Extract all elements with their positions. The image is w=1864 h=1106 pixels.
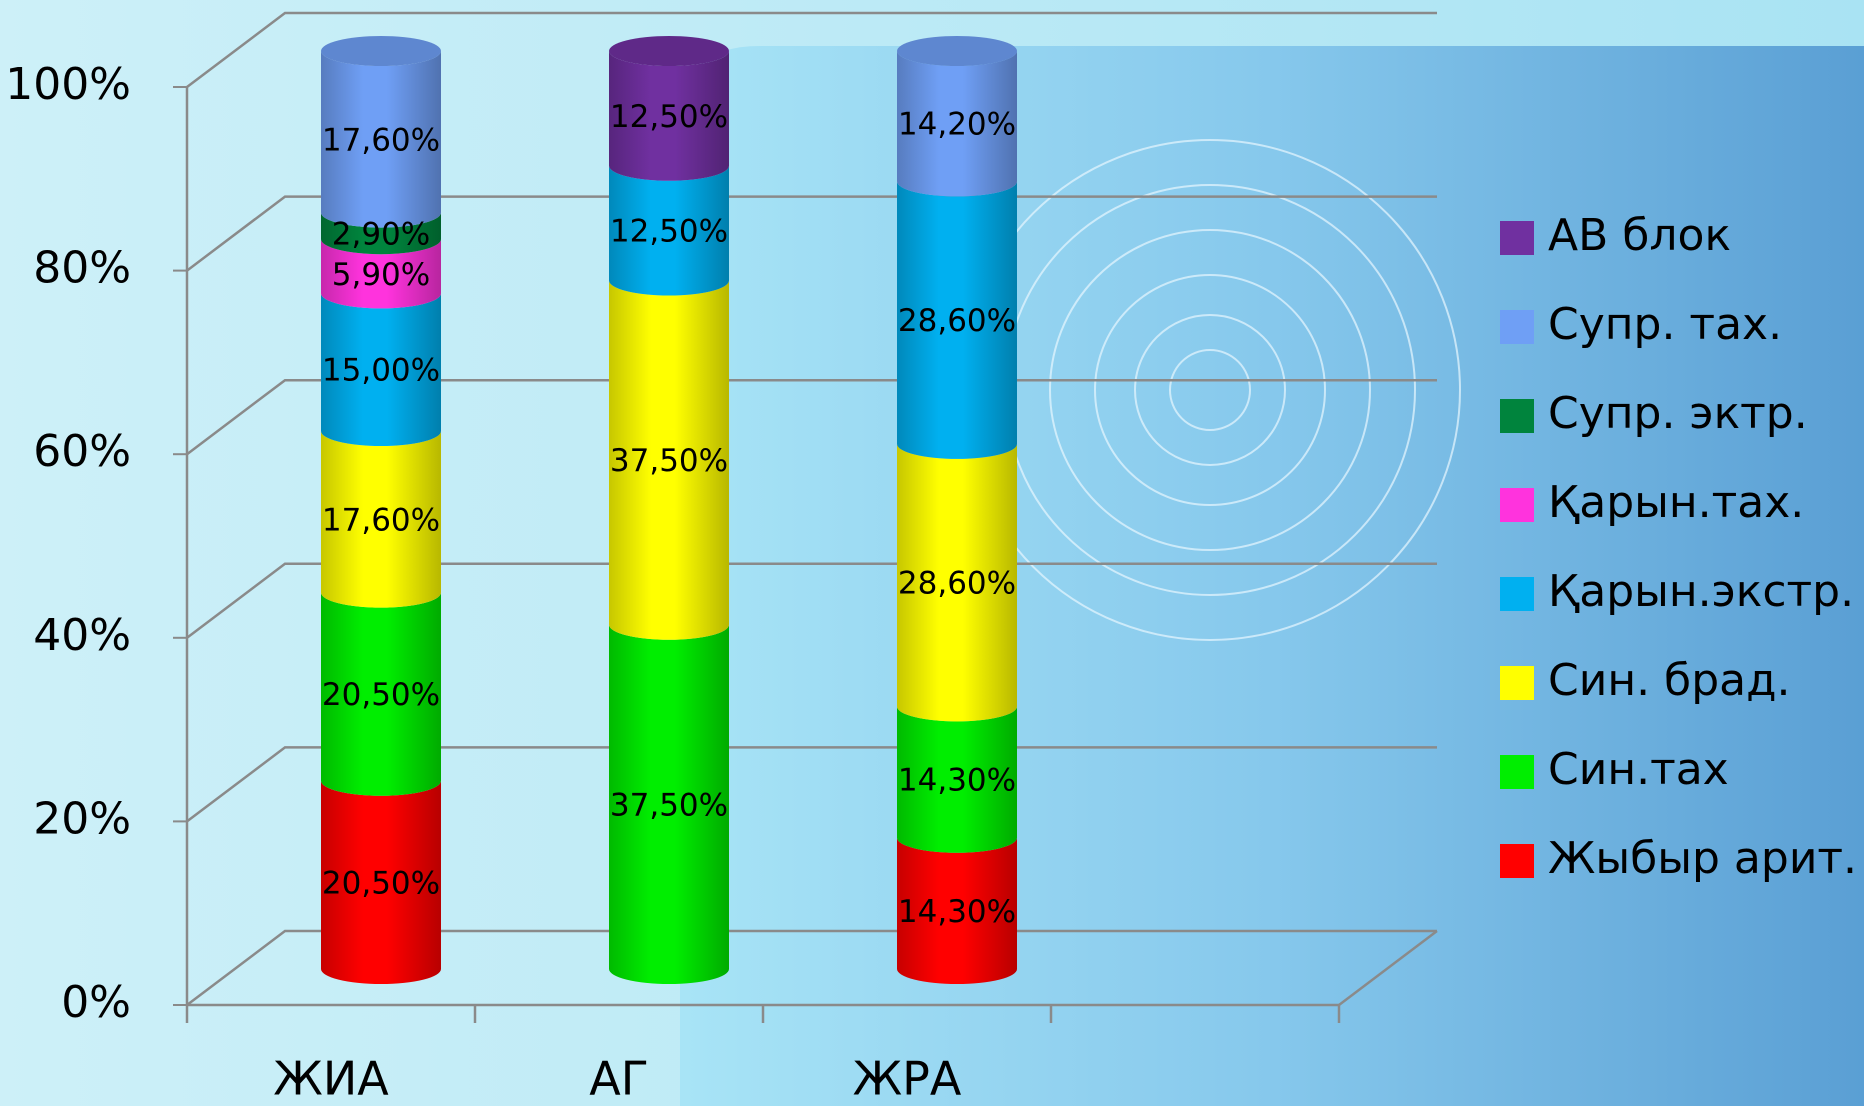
legend-label: Супр. эктр. [1548,388,1808,439]
value-label: 12,50% [610,214,728,250]
value-label: 20,50% [322,677,440,713]
legend-label: Жыбыр арит. [1548,833,1857,884]
cylinder-top [897,36,1017,66]
value-label: 28,60% [898,566,1016,602]
legend-swatch [1500,577,1534,611]
legend-swatch [1500,399,1534,433]
value-label: 15,00% [322,353,440,389]
legend-swatch [1500,221,1534,255]
legend-label: АВ блок [1548,210,1731,261]
cylinder-top [609,36,729,66]
legend-swatch [1500,488,1534,522]
legend-swatch [1500,666,1534,700]
y-tick-label: 100% [5,59,131,110]
legend-label: Син.тах [1548,744,1729,795]
cylinder-top [321,36,441,66]
legend-label: Син. брад. [1548,655,1791,706]
legend-label: Қарын.тах. [1548,477,1804,528]
y-tick-label: 0% [61,977,131,1028]
y-tick-label: 20% [33,793,131,844]
x-tick-label: ЖИА [273,1052,389,1106]
value-label: 5,90% [332,257,430,293]
value-label: 14,30% [898,894,1016,930]
chart: 0% 20% 40% 60% 80% 100% ЖИА 20,50% 20,50% 17,60% 1… [0,0,1864,1106]
value-label: 17,60% [322,122,440,158]
legend-label: Супр. тах. [1548,299,1782,350]
y-tick-label: 60% [33,426,131,477]
x-tick-label: ЖРА [853,1052,962,1106]
value-label: 17,60% [322,502,440,538]
legend-swatch [1500,844,1534,878]
legend-label: Қарын.экстр. [1548,566,1854,617]
y-tick-label: 80% [33,243,131,294]
value-label: 2,90% [332,216,430,252]
value-label: 28,60% [898,303,1016,339]
value-label: 37,50% [610,443,728,479]
value-label: 14,20% [898,107,1016,143]
value-label: 12,50% [610,99,728,135]
value-label: 14,30% [898,763,1016,799]
value-label: 20,50% [322,865,440,901]
value-label: 37,50% [610,787,728,823]
y-tick-label: 40% [33,610,131,661]
legend-swatch [1500,310,1534,344]
legend-swatch [1500,755,1534,789]
x-tick-label: АГ [589,1052,649,1106]
